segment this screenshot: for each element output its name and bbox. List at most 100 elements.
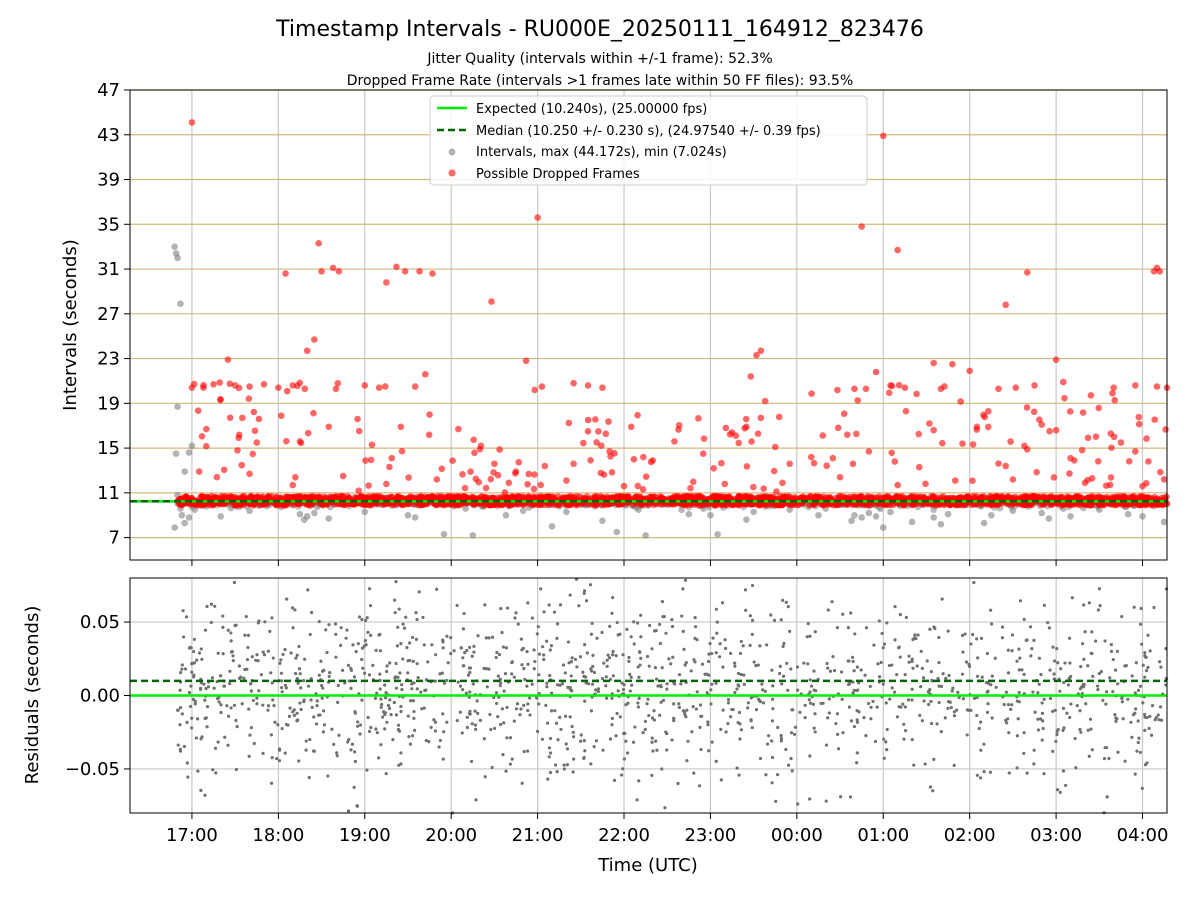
- residual-point: [1143, 715, 1147, 719]
- dropped-frame-point: [901, 384, 909, 391]
- residual-point: [199, 788, 203, 792]
- residual-point: [979, 748, 983, 752]
- residual-point: [321, 709, 326, 713]
- residual-point: [1140, 786, 1144, 790]
- residual-point: [975, 773, 979, 777]
- residual-point: [862, 716, 866, 720]
- residual-point: [552, 610, 557, 614]
- residual-point: [827, 697, 831, 701]
- intervals-ytick-label: 15: [97, 438, 120, 459]
- residual-point: [857, 710, 861, 714]
- dropped-frame-point: [608, 469, 616, 476]
- residual-point: [297, 667, 302, 671]
- residual-point: [729, 651, 733, 655]
- residual-point: [223, 735, 227, 739]
- residual-point: [288, 706, 292, 710]
- residual-point: [645, 654, 650, 659]
- dropped-frame-point: [250, 408, 258, 416]
- residual-point: [504, 769, 508, 773]
- residual-point: [230, 650, 234, 654]
- residual-point: [336, 683, 340, 688]
- residual-point: [393, 598, 397, 602]
- residual-point: [361, 666, 365, 670]
- residual-point: [693, 625, 698, 629]
- dropped-frame-point: [537, 481, 545, 489]
- residual-point: [396, 727, 401, 732]
- residual-point: [1017, 700, 1021, 704]
- residual-point: [733, 664, 737, 668]
- residual-point: [452, 649, 456, 653]
- residual-point: [465, 725, 469, 730]
- residual-point: [559, 727, 563, 732]
- residual-point: [441, 757, 445, 761]
- residual-point: [813, 730, 817, 734]
- residual-point: [1079, 665, 1083, 669]
- dropped-frame-point: [255, 415, 263, 423]
- interval-point: [185, 514, 193, 521]
- residual-point: [466, 673, 471, 677]
- residual-point: [349, 748, 353, 752]
- residual-point: [869, 717, 873, 721]
- dropped-frame-point: [634, 411, 641, 419]
- residual-point: [302, 679, 306, 683]
- dropped-frame-point: [947, 501, 954, 509]
- residual-point: [522, 667, 526, 671]
- dropped-frame-point: [1153, 383, 1161, 390]
- dropped-frame-point: [735, 439, 743, 447]
- residual-point: [332, 742, 336, 746]
- dropped-frame-point: [470, 436, 477, 444]
- dropped-frame-point: [973, 426, 981, 433]
- residual-point: [1146, 665, 1150, 670]
- residual-point: [916, 633, 920, 637]
- residual-point: [782, 641, 786, 645]
- dropped-frame-point: [922, 480, 929, 488]
- interval-point: [685, 510, 693, 518]
- dropped-frame-point: [602, 430, 610, 438]
- dropped-frame-point: [810, 459, 818, 467]
- dropped-frame-point: [627, 423, 635, 431]
- residual-point: [270, 616, 274, 620]
- dropped-frame-point: [1079, 409, 1087, 416]
- residual-point: [547, 603, 551, 607]
- residual-point: [1032, 638, 1036, 642]
- residual-point: [628, 689, 632, 693]
- residual-point: [700, 714, 704, 718]
- residual-point: [526, 702, 530, 706]
- dropped-frame-point: [198, 432, 206, 440]
- residual-point: [526, 601, 530, 605]
- dropped-frame-point: [491, 460, 498, 468]
- residual-point: [718, 642, 722, 646]
- residual-point: [297, 644, 301, 649]
- residual-point: [562, 767, 566, 771]
- residual-point: [1143, 654, 1147, 658]
- residual-point: [880, 631, 884, 636]
- residual-point: [508, 762, 513, 766]
- dropped-frame-point: [735, 492, 743, 500]
- dropped-frame-point: [829, 454, 837, 462]
- dropped-frame-point: [449, 457, 456, 464]
- interval-point: [563, 508, 570, 516]
- residual-point: [899, 705, 903, 709]
- residual-point: [181, 635, 186, 639]
- residual-point: [276, 723, 280, 727]
- residual-point: [739, 672, 743, 677]
- residual-point: [244, 614, 248, 619]
- residual-point: [952, 763, 956, 767]
- residual-point: [1055, 647, 1059, 651]
- residual-point: [910, 737, 914, 742]
- residual-point: [849, 611, 853, 615]
- residual-point: [209, 620, 213, 625]
- residual-point: [458, 684, 463, 688]
- residual-point: [314, 722, 319, 726]
- residual-point: [895, 715, 899, 719]
- residual-point: [399, 751, 403, 755]
- residual-point: [536, 625, 540, 629]
- dropped-frame-point: [959, 440, 966, 447]
- dropped-frame-point: [570, 460, 577, 468]
- legend-dropped-swatch: [448, 169, 456, 177]
- residual-point: [1048, 668, 1052, 672]
- residual-point: [943, 716, 947, 720]
- residual-point: [770, 755, 775, 760]
- dropped-frame-point: [742, 415, 750, 423]
